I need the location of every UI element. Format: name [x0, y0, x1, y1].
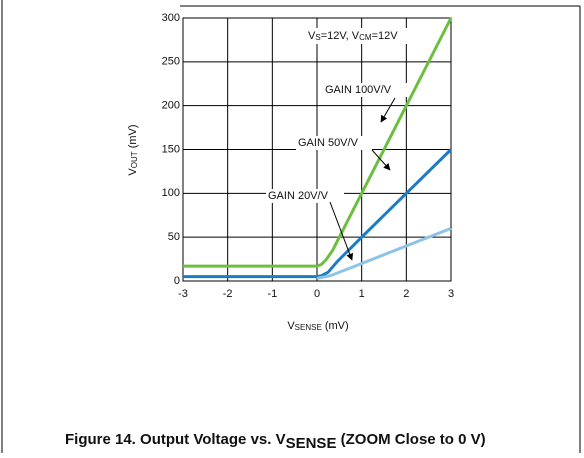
- x-tick-label: 1: [359, 288, 365, 300]
- y-tick-label: 300: [162, 12, 180, 24]
- series-label: GAIN 100V/V: [325, 84, 392, 96]
- condition-part: CM: [359, 33, 372, 42]
- label-bg: [303, 28, 431, 44]
- condition-part: =12V: [372, 30, 399, 42]
- y-axis-label: VOUT (mV): [127, 124, 139, 175]
- arrow: [371, 149, 391, 171]
- y-tick-label: 0: [174, 275, 180, 287]
- y-tick-label: 50: [168, 231, 180, 243]
- figure-title: Figure 14. Output Voltage vs. VSENSE (ZO…: [65, 431, 486, 452]
- condition-part: V: [308, 30, 316, 42]
- x-tick-label: 2: [403, 288, 409, 300]
- x-tick-label: 0: [314, 288, 320, 300]
- series-line: [316, 227, 452, 280]
- arrow: [329, 201, 354, 261]
- y-tick-label: 200: [162, 100, 180, 112]
- y-tick-label: 150: [162, 143, 180, 155]
- label-bg: [266, 189, 344, 203]
- series-label: GAIN 20V/V: [268, 190, 329, 202]
- arrow: [380, 97, 396, 123]
- condition-part: S: [315, 33, 320, 42]
- y-tick-label: 100: [162, 187, 180, 199]
- condition-part: =12V, V: [321, 30, 360, 42]
- condition-note: VS=12V, VCM=12V: [308, 30, 398, 42]
- series-label: GAIN 50V/V: [298, 137, 359, 149]
- x-tick-label: -1: [267, 288, 277, 300]
- series-line: [183, 17, 453, 268]
- x-tick-label: -2: [223, 288, 233, 300]
- label-bg: [323, 83, 407, 97]
- x-tick-label: -3: [178, 288, 188, 300]
- x-axis-label: VSENSE (mV): [287, 320, 348, 332]
- plot-area: -3 -2 -1 0 1 2 3 0 50 100 150 200 250 300 VS=12V, VCM=…: [162, 12, 454, 300]
- y-tick-label: 250: [162, 56, 180, 68]
- series-line: [183, 148, 453, 279]
- x-tick-label: 3: [448, 288, 454, 300]
- label-bg: [296, 136, 372, 150]
